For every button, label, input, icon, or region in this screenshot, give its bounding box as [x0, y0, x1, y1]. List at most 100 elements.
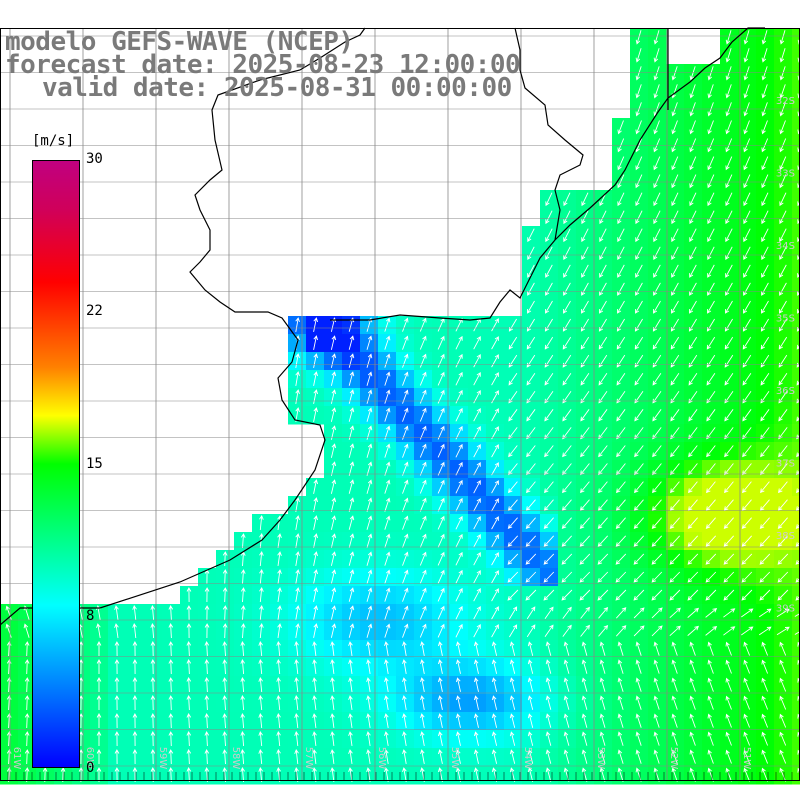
- wind-arrow: [24, 659, 30, 675]
- wind-arrow: [525, 571, 537, 583]
- wind-arrow: [313, 551, 319, 566]
- wind-arrow: [689, 659, 696, 674]
- wind-arrow: [617, 228, 625, 243]
- wind-arrow: [508, 336, 518, 350]
- wind-arrow: [168, 677, 174, 693]
- wind-arrow: [651, 607, 663, 619]
- wind-arrow: [707, 156, 715, 171]
- wind-arrow: [437, 569, 445, 584]
- wind-cell: [792, 82, 800, 101]
- wind-arrow: [653, 192, 661, 207]
- wind-cell: [792, 262, 800, 281]
- wind-arrow: [689, 174, 697, 189]
- wind-arrow: [366, 659, 371, 674]
- wind-arrow: [635, 210, 643, 225]
- wind-arrow: [419, 461, 427, 476]
- wind-arrow: [671, 641, 678, 656]
- wind-arrow: [651, 589, 663, 601]
- wind-arrow: [526, 624, 536, 638]
- wind-arrow: [653, 641, 660, 656]
- wind-arrow: [723, 608, 736, 618]
- wind-arrow: [509, 749, 516, 764]
- wind-arrow: [455, 605, 463, 620]
- wind-arrow: [563, 192, 571, 207]
- wind-arrow: [634, 481, 644, 494]
- wind-arrow: [671, 246, 679, 261]
- wind-arrow: [598, 372, 608, 386]
- wind-arrow: [437, 605, 445, 620]
- wind-cell: [792, 316, 800, 335]
- wind-arrow: [725, 659, 732, 674]
- wind-arrow: [689, 138, 697, 153]
- wind-arrow: [312, 695, 317, 710]
- wind-arrow: [455, 641, 461, 656]
- wind-arrow: [707, 282, 715, 296]
- latitude-label: 34S: [776, 241, 795, 252]
- wind-arrow: [348, 605, 355, 620]
- wind-arrow: [617, 731, 624, 746]
- wind-arrow: [240, 641, 245, 657]
- wind-arrow: [779, 210, 787, 225]
- wind-arrow: [670, 409, 680, 422]
- wind-arrow: [725, 300, 733, 314]
- wind-arrow: [778, 445, 788, 458]
- wind-arrow: [186, 695, 192, 711]
- wind-arrow: [330, 461, 337, 476]
- wind-arrow: [491, 498, 499, 512]
- wind-arrow: [651, 571, 663, 583]
- wind-arrow: [312, 677, 317, 692]
- wind-arrow: [491, 695, 498, 710]
- wind-arrow: [366, 353, 373, 368]
- wind-arrow: [455, 461, 463, 476]
- wind-arrow: [706, 481, 716, 494]
- wind-arrow: [707, 731, 714, 746]
- wind-arrow: [312, 641, 317, 656]
- wind-arrow: [723, 553, 735, 565]
- wind-arrow: [599, 300, 607, 314]
- wind-cell: [792, 694, 800, 713]
- wind-arrow: [168, 713, 174, 729]
- wind-arrow: [562, 481, 572, 494]
- wind-arrow: [114, 695, 120, 711]
- wind-arrow: [580, 318, 589, 332]
- wind-arrow: [794, 613, 800, 617]
- wind-arrow: [473, 749, 479, 764]
- wind-arrow: [687, 571, 699, 583]
- wind-arrow: [24, 767, 30, 783]
- wind-arrow: [615, 589, 627, 601]
- wind-arrow: [759, 571, 771, 583]
- wind-arrow: [366, 749, 371, 764]
- wind-arrow: [168, 659, 174, 675]
- wind-arrow: [633, 535, 645, 547]
- wind-arrow: [707, 659, 714, 674]
- wind-arrow: [473, 641, 479, 656]
- wind-arrow: [761, 30, 768, 45]
- wind-arrow: [616, 481, 626, 494]
- wind-arrow: [545, 713, 552, 728]
- wind-arrow: [259, 551, 264, 567]
- wind-arrow: [132, 695, 138, 711]
- wind-arrow: [599, 210, 607, 225]
- wind-arrow: [437, 623, 445, 638]
- wind-arrow: [741, 517, 752, 530]
- wind-arrow: [313, 605, 319, 620]
- wind-arrow: [526, 336, 536, 350]
- wind-arrow: [455, 659, 461, 674]
- wind-arrow: [294, 767, 299, 783]
- wind-arrow: [743, 138, 751, 153]
- wind-arrow: [761, 246, 769, 261]
- wind-arrow: [581, 641, 588, 656]
- wind-arrow: [725, 174, 733, 189]
- wind-arrow: [671, 228, 679, 243]
- wind-arrow: [759, 553, 771, 565]
- wind-arrow: [599, 731, 606, 746]
- wind-arrow: [635, 120, 642, 135]
- wind-arrow: [776, 626, 790, 636]
- wind-arrow: [348, 623, 355, 638]
- wind-arrow: [797, 218, 800, 225]
- wind-arrow: [384, 317, 391, 332]
- longitude-label: 55W: [449, 747, 460, 770]
- wind-arrow: [579, 571, 591, 583]
- wind-arrow: [705, 626, 718, 636]
- wind-arrow: [545, 659, 552, 674]
